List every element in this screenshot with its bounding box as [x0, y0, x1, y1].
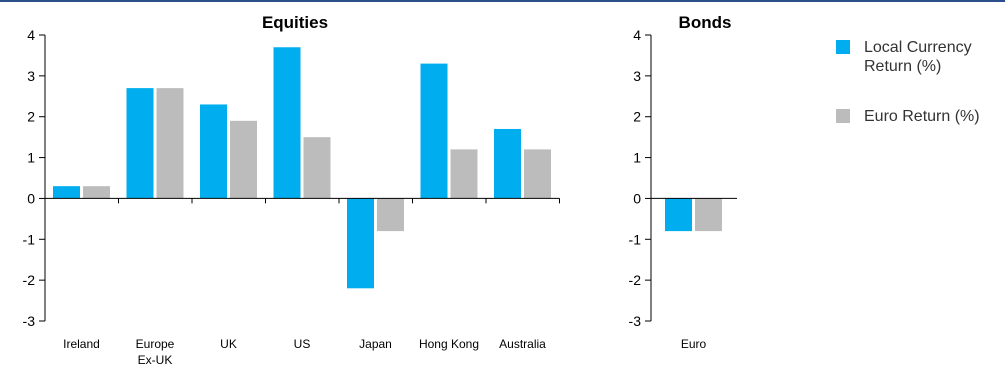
bonds-y-tick-label: -2: [629, 272, 642, 288]
bonds-y-tick-label: 1: [633, 150, 641, 166]
equities-category-label: Ex-UK: [138, 353, 173, 367]
equities-bar-local: [494, 128, 521, 199]
equities-panel: Equities -3 -2 -1 0 1 2 3 4 Ireland Europe Ex-UK U…: [23, 13, 560, 367]
equities-bar-euro: [230, 120, 257, 199]
equities-category-label: Ireland: [63, 337, 100, 351]
bonds-y-tick-label: 4: [633, 27, 641, 43]
equities-category-label: Europe: [136, 337, 175, 351]
equities-bar-local: [420, 63, 448, 199]
equities-y-tick-label: 1: [27, 150, 35, 166]
equities-bar-euro: [156, 88, 184, 199]
equities-title: Equities: [262, 13, 328, 32]
legend: Local Currency Return (%) Euro Return (%…: [836, 39, 980, 125]
bonds-category-label: Euro: [681, 337, 707, 351]
equities-bar-euro: [450, 149, 478, 199]
equities-bar-euro: [377, 198, 404, 232]
bonds-y-tick-label: -3: [629, 313, 642, 329]
bonds-category-labels: Euro: [681, 337, 707, 351]
equities-bar-local: [347, 198, 374, 289]
equities-category-label: US: [294, 337, 311, 351]
equities-bar-local: [200, 104, 227, 199]
bonds-bars: [665, 198, 722, 232]
equities-bar-local: [53, 186, 80, 199]
equities-y-tick-label: 2: [27, 109, 35, 125]
equities-y-tick-label: -1: [23, 231, 36, 247]
equities-bars: [53, 47, 551, 289]
equities-category-labels: Ireland Europe Ex-UK UK US Japan Hong Kong Aust…: [63, 337, 546, 367]
equities-y-tick-label: -3: [23, 313, 36, 329]
legend-local-line2: Return (%): [864, 58, 941, 75]
equities-category-label: Japan: [359, 337, 392, 351]
bonds-title: Bonds: [679, 13, 732, 32]
equities-y-tick-label: -2: [23, 272, 36, 288]
bonds-y-tick-label: 2: [633, 109, 641, 125]
bonds-y-tick-label: 3: [633, 68, 641, 84]
legend-euro: Euro Return (%): [864, 108, 980, 125]
bonds-bar-euro: [695, 198, 722, 232]
bonds-panel: Bonds -3 -2 -1 0 1 2 3 4 Euro: [629, 13, 737, 351]
bonds-y-tick-label: 0: [633, 190, 641, 206]
equities-x-axis: [45, 197, 560, 204]
legend-swatch-euro: [836, 109, 850, 123]
bonds-bar-local: [665, 198, 692, 232]
equities-bar-local: [273, 47, 301, 199]
equities-bar-euro: [83, 186, 110, 199]
legend-local-line1: Local Currency: [864, 39, 972, 56]
equities-category-label: UK: [220, 337, 237, 351]
equities-bar-euro: [524, 149, 551, 199]
equities-bar-local: [126, 88, 154, 199]
equities-y-tick-label: 0: [27, 190, 35, 206]
bonds-y-axis: -3 -2 -1 0 1 2 3 4: [629, 27, 652, 329]
legend-swatch-local-currency: [836, 40, 850, 54]
equities-bar-euro: [303, 137, 331, 199]
equities-y-axis: -3 -2 -1 0 1 2 3 4: [23, 27, 46, 329]
equities-category-label: Hong Kong: [419, 337, 479, 351]
equities-y-tick-label: 3: [27, 68, 35, 84]
equities-category-label: Australia: [499, 337, 546, 351]
top-border-line: [0, 0, 1005, 2]
equities-y-tick-label: 4: [27, 27, 35, 43]
bonds-y-tick-label: -1: [629, 231, 642, 247]
